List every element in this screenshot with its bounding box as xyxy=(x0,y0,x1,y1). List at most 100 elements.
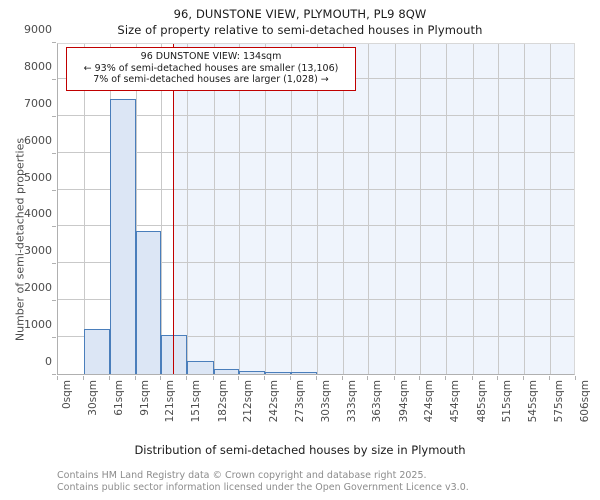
x-axis-tick-mark xyxy=(497,376,499,380)
gridline-vertical xyxy=(549,44,551,374)
gridline-vertical xyxy=(161,44,163,374)
x-axis-tick-label: 485sqm xyxy=(475,380,488,423)
x-axis-tick-label: 0sqm xyxy=(61,380,73,410)
x-axis-tick-mark xyxy=(367,376,369,380)
x-axis-tick-mark xyxy=(419,376,421,380)
x-axis-tick-mark xyxy=(82,376,84,380)
y-axis-tick-mark xyxy=(52,374,56,375)
x-axis-tick-mark xyxy=(290,376,292,380)
histogram-bar xyxy=(264,372,292,374)
grid-and-bars xyxy=(58,44,574,374)
x-axis-tick-label: 212sqm xyxy=(242,380,255,423)
gridline-vertical xyxy=(135,44,137,374)
histogram-bar xyxy=(291,372,317,374)
gridline-vertical xyxy=(213,44,215,374)
gridline-vertical xyxy=(291,44,293,374)
gridline-horizontal xyxy=(58,114,574,116)
property-annotation-box: 96 DUNSTONE VIEW: 134sqm ← 93% of semi-d… xyxy=(66,47,356,91)
x-axis-tick-label: 242sqm xyxy=(267,380,280,423)
gridline-vertical xyxy=(317,44,318,374)
histogram-bar xyxy=(110,99,136,374)
histogram-bar xyxy=(83,329,111,374)
gridline-vertical xyxy=(342,44,344,374)
x-axis-tick-mark xyxy=(57,376,58,380)
x-axis-tick-mark xyxy=(238,376,240,380)
title-line-2: Size of property relative to semi-detach… xyxy=(117,23,483,37)
y-axis-tick-label: 8000 xyxy=(24,59,52,73)
y-axis-tick-label: 4000 xyxy=(24,207,52,221)
x-axis-tick-mark xyxy=(548,376,550,380)
y-axis-tick-mark xyxy=(52,189,56,191)
x-axis-tick-mark xyxy=(316,376,317,380)
gridline-horizontal xyxy=(58,188,574,190)
gridline-horizontal xyxy=(58,262,574,264)
y-axis: Number of semi-detached properties 0 1000… xyxy=(0,23,56,375)
footer-attribution: Contains HM Land Registry data © Crown c… xyxy=(57,470,597,493)
gridline-horizontal xyxy=(58,336,574,338)
x-axis-tick-label: 363sqm xyxy=(371,380,384,423)
x-axis-title: Distribution of semi-detached houses by … xyxy=(134,443,466,457)
y-axis-tick-mark xyxy=(52,42,56,43)
y-axis-tick-label: 0 xyxy=(45,355,52,368)
x-axis-tick-label: 454sqm xyxy=(449,380,462,423)
x-axis-tick-label: 575sqm xyxy=(552,380,565,423)
x-axis-tick-label: 333sqm xyxy=(345,380,358,423)
x-axis-tick-mark xyxy=(471,376,473,380)
title-line-1: 96, DUNSTONE VIEW, PLYMOUTH, PL9 8QW xyxy=(173,7,427,21)
y-axis-tick-label: 2000 xyxy=(24,281,52,295)
x-axis-tick-label: 30sqm xyxy=(86,380,99,416)
histogram-bar xyxy=(239,371,265,374)
y-axis-tick-label: 9000 xyxy=(24,23,52,36)
footer-line-2: Contains public sector information licen… xyxy=(57,481,469,493)
y-axis-tick-label: 3000 xyxy=(24,244,52,258)
x-axis-tick-mark xyxy=(393,376,395,380)
histogram-bar xyxy=(135,230,162,374)
x-axis-tick-mark xyxy=(160,376,162,380)
x-axis-tick-mark xyxy=(186,376,188,380)
x-axis-tick-mark xyxy=(212,376,214,380)
footer-line-1: Contains HM Land Registry data © Crown c… xyxy=(57,470,427,481)
gridline-vertical xyxy=(264,44,266,374)
x-axis-tick-mark xyxy=(263,376,265,380)
annotation-line-2: ← 93% of semi-detached houses are smalle… xyxy=(83,62,339,74)
y-axis-tick-mark xyxy=(52,300,56,302)
x-axis-tick-label: 121sqm xyxy=(164,380,177,423)
gridline-vertical xyxy=(368,44,370,374)
annotation-line-1: 96 DUNSTONE VIEW: 134sqm xyxy=(140,51,282,62)
x-axis-tick-label: 515sqm xyxy=(501,380,514,423)
y-axis-tick-label: 7000 xyxy=(24,96,52,110)
x-axis-tick-label: 273sqm xyxy=(294,380,307,423)
y-axis-tick-mark xyxy=(52,263,56,265)
y-axis-title: Number of semi-detached properties xyxy=(13,137,27,342)
x-axis-tick-label: 424sqm xyxy=(423,380,436,423)
gridline-vertical xyxy=(498,44,500,374)
gridline-horizontal xyxy=(58,151,574,153)
gridline-vertical xyxy=(472,44,474,374)
gridline-vertical xyxy=(187,44,189,374)
y-axis-tick-label: 1000 xyxy=(24,318,52,332)
gridline-vertical xyxy=(239,44,241,374)
chart-title: 96, DUNSTONE VIEW, PLYMOUTH, PL9 8QW Siz… xyxy=(0,6,600,38)
gridline-horizontal xyxy=(58,225,574,227)
gridline-vertical xyxy=(394,44,396,374)
x-axis-tick-label: 606sqm xyxy=(579,380,591,423)
gridline-vertical xyxy=(523,44,525,374)
y-axis-tick-mark xyxy=(52,78,56,80)
histogram-bar xyxy=(161,334,188,374)
x-axis-tick-mark xyxy=(109,376,111,380)
y-axis-tick-label: 5000 xyxy=(24,170,52,184)
gridline-horizontal xyxy=(58,299,574,301)
x-axis-tick-label: 91sqm xyxy=(138,380,151,416)
histogram-bar xyxy=(187,361,214,374)
x-axis-tick-mark xyxy=(134,376,136,380)
x-axis-tick-label: 61sqm xyxy=(113,380,126,416)
x-axis-tick-label: 151sqm xyxy=(190,380,203,423)
x-axis-tick-label: 394sqm xyxy=(397,380,410,423)
annotation-line-3: 7% of semi-detached houses are larger (1… xyxy=(93,74,329,85)
x-axis-tick-mark xyxy=(341,376,343,380)
y-axis-tick-mark xyxy=(52,115,56,117)
x-axis-tick-mark xyxy=(575,376,576,380)
y-axis-tick-mark xyxy=(52,152,56,154)
gridline-vertical xyxy=(83,44,85,374)
